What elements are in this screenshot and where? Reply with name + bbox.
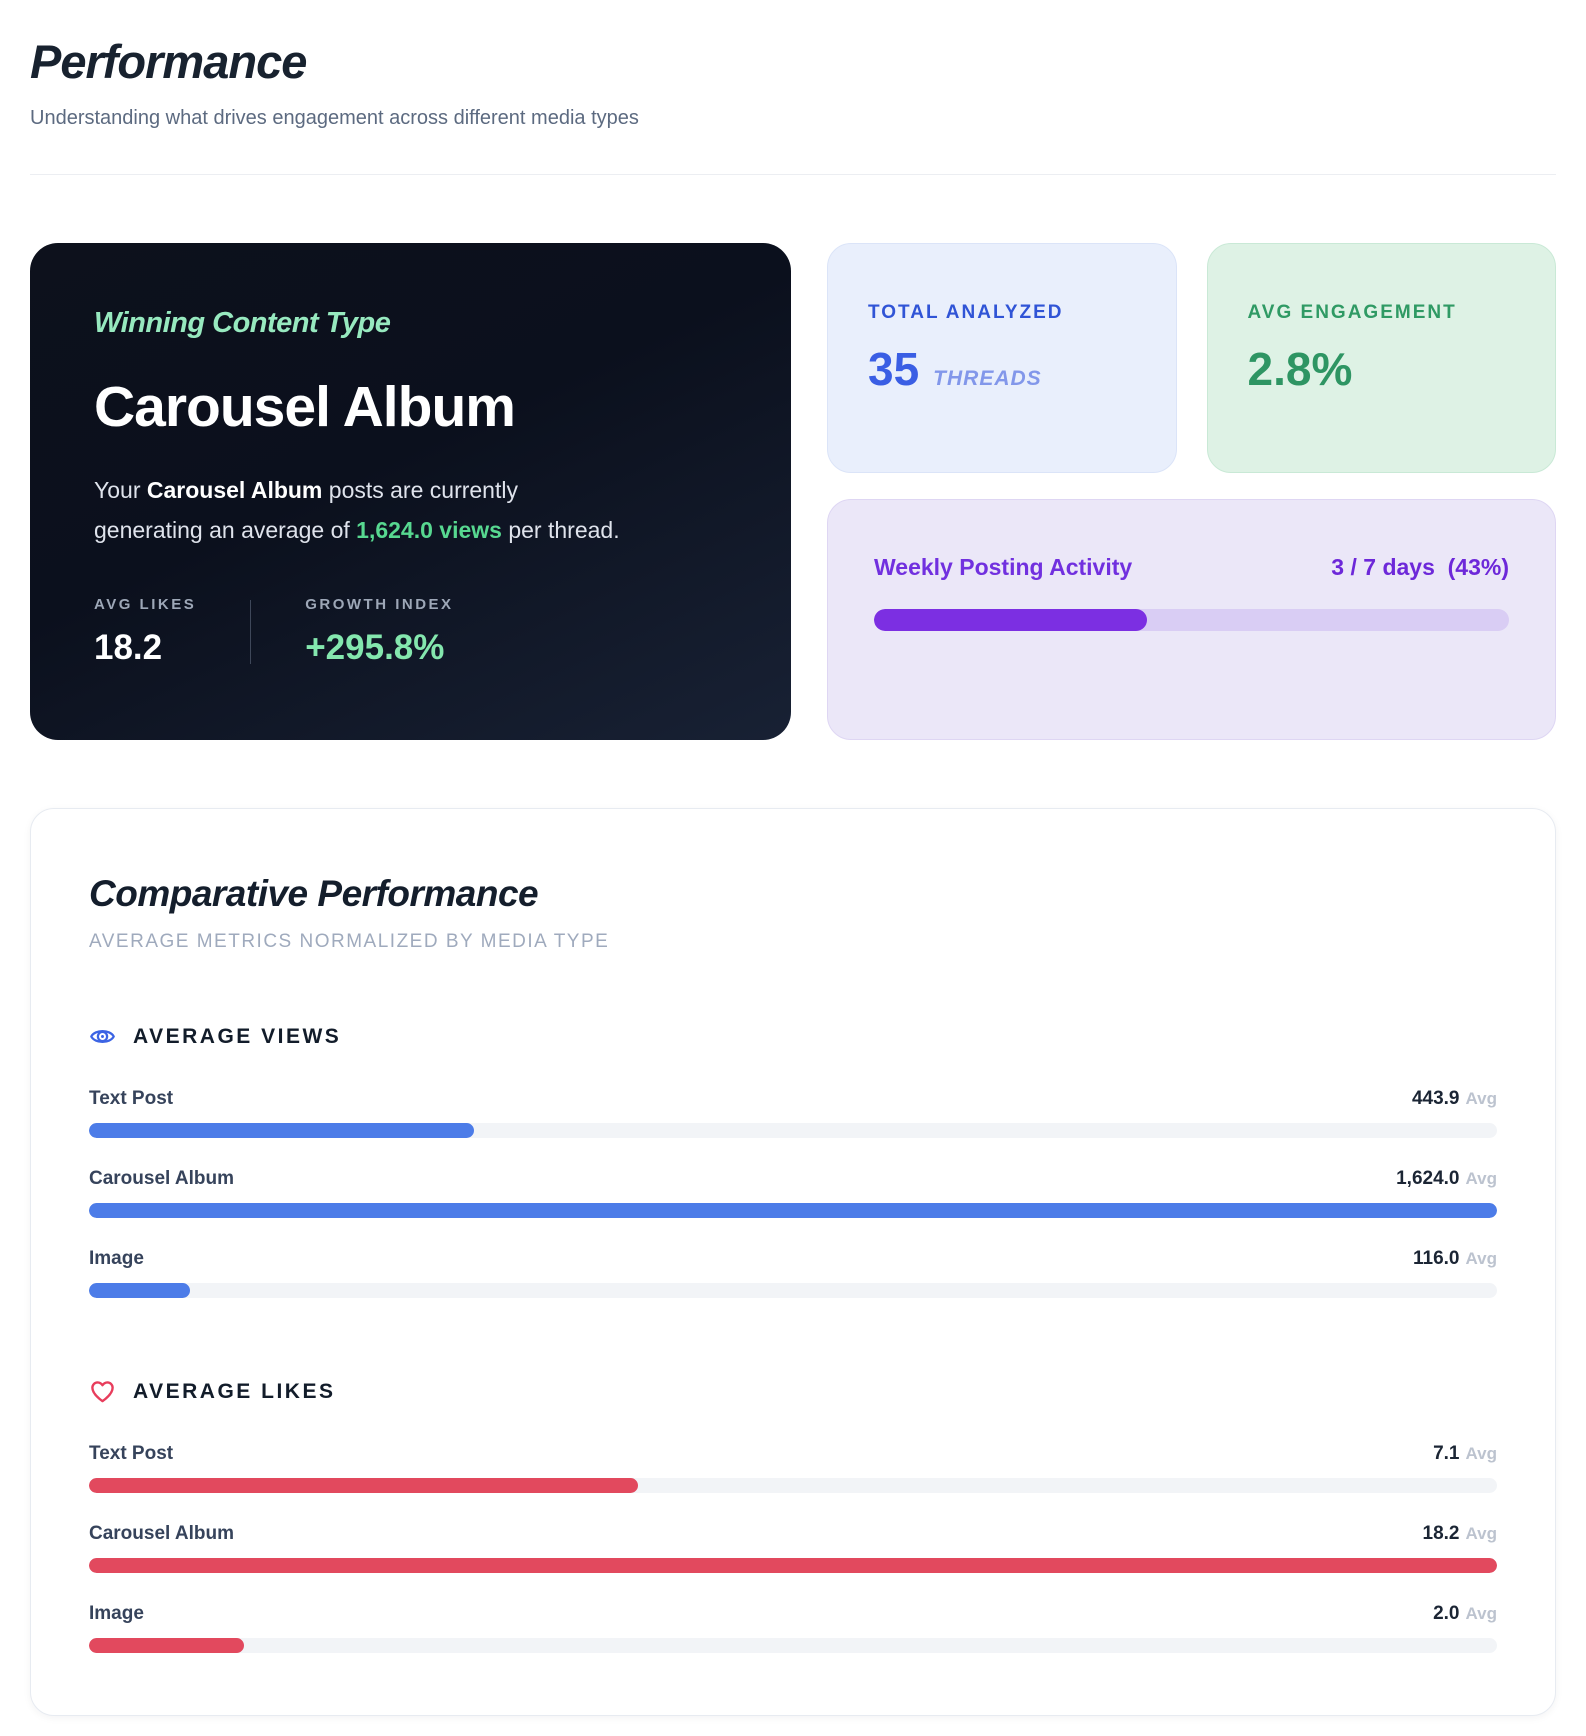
bar-track bbox=[89, 1283, 1497, 1298]
total-analyzed-value-row: 35 THREADS bbox=[868, 342, 1136, 396]
avg-engagement-value-row: 2.8% bbox=[1248, 342, 1516, 396]
row-value: 18.2 bbox=[1422, 1523, 1460, 1544]
avg-likes-stat: AVG LIKES 18.2 bbox=[94, 596, 196, 668]
weekly-posting-activity-card: Weekly Posting Activity 3 / 7 days (43%) bbox=[827, 499, 1556, 740]
winning-card-eyebrow: Winning Content Type bbox=[94, 307, 391, 339]
avg-engagement-label: AVG ENGAGEMENT bbox=[1247, 302, 1457, 323]
winning-content-type: Carousel Album bbox=[94, 375, 516, 439]
comparative-title: Comparative Performance bbox=[89, 873, 539, 914]
weekly-posting-status: 3 / 7 days (43%) bbox=[1331, 554, 1509, 580]
stat-card-row: TOTAL ANALYZED 35 THREADS AVG ENGAGEMENT… bbox=[827, 243, 1556, 473]
avg-engagement-value: 2.8% bbox=[1247, 343, 1353, 395]
total-analyzed-card: TOTAL ANALYZED 35 THREADS bbox=[827, 243, 1177, 473]
row-value: 2.0 bbox=[1433, 1603, 1460, 1624]
weekly-posting-title: Weekly Posting Activity bbox=[874, 554, 1133, 580]
weekly-progress-fill bbox=[874, 609, 1148, 631]
bar-fill bbox=[89, 1558, 1497, 1573]
winning-card-stats: AVG LIKES 18.2 GROWTH INDEX +295.8% bbox=[94, 596, 727, 668]
desc-line1-bold: Carousel Album bbox=[146, 477, 323, 503]
average-likes-section: AVERAGE LIKES Text Post 7.1 Avg Carousel … bbox=[89, 1378, 1497, 1653]
row-value: 7.1 bbox=[1433, 1443, 1460, 1464]
row-value: 443.9 bbox=[1411, 1088, 1460, 1109]
row-value: 116.0 bbox=[1413, 1248, 1460, 1269]
bar-fill bbox=[89, 1478, 639, 1493]
eye-icon bbox=[90, 1029, 115, 1044]
desc-line2-pre: generating an average of bbox=[94, 517, 357, 543]
bar-fill bbox=[89, 1123, 474, 1138]
bar-track bbox=[89, 1478, 1497, 1493]
heart-icon bbox=[91, 1381, 114, 1403]
row-unit: Avg bbox=[1465, 1524, 1498, 1543]
weekly-posting-header: Weekly Posting Activity 3 / 7 days (43%) bbox=[874, 554, 1509, 581]
average-likes-header: AVERAGE LIKES bbox=[89, 1378, 1497, 1405]
desc-line1-post: posts are currently bbox=[322, 477, 518, 503]
bar-track bbox=[89, 1123, 1497, 1138]
weekly-progress-track bbox=[874, 609, 1509, 631]
summary-grid: Winning Content Type Carousel Album Your… bbox=[30, 243, 1556, 740]
views-row-image: Image 116.0 Avg bbox=[89, 1248, 1497, 1298]
bar-fill bbox=[89, 1203, 1497, 1218]
row-label: Image bbox=[89, 1248, 144, 1269]
row-unit: Avg bbox=[1465, 1249, 1498, 1268]
stat-divider bbox=[250, 600, 252, 664]
likes-row-carousel-album: Carousel Album 18.2 Avg bbox=[89, 1523, 1497, 1573]
desc-line2-post: per thread. bbox=[501, 517, 620, 543]
average-likes-label: AVERAGE LIKES bbox=[133, 1379, 336, 1403]
bar-track bbox=[89, 1558, 1497, 1573]
header-divider bbox=[30, 174, 1556, 175]
views-row-carousel-album: Carousel Album 1,624.0 Avg bbox=[89, 1168, 1497, 1218]
total-analyzed-suffix: THREADS bbox=[933, 367, 1042, 390]
row-unit: Avg bbox=[1465, 1444, 1498, 1463]
page-title: Performance bbox=[30, 35, 307, 88]
row-label: Text Post bbox=[89, 1088, 174, 1109]
bar-track bbox=[89, 1638, 1497, 1653]
average-views-section: AVERAGE VIEWS Text Post 443.9 Avg Carouse… bbox=[89, 1023, 1497, 1298]
row-value: 1,624.0 bbox=[1396, 1168, 1460, 1189]
growth-index-stat: GROWTH INDEX +295.8% bbox=[305, 596, 453, 668]
row-label: Image bbox=[89, 1603, 144, 1624]
row-unit: Avg bbox=[1465, 1604, 1498, 1623]
page-subtitle: Understanding what drives engagement acr… bbox=[30, 107, 639, 129]
row-unit: Avg bbox=[1465, 1169, 1498, 1188]
avg-likes-label: AVG LIKES bbox=[94, 596, 197, 613]
comparative-subtitle: AVERAGE METRICS NORMALIZED BY MEDIA TYPE bbox=[89, 931, 610, 952]
row-unit: Avg bbox=[1465, 1089, 1498, 1108]
avg-engagement-card: AVG ENGAGEMENT 2.8% bbox=[1206, 243, 1556, 473]
total-analyzed-value: 35 bbox=[868, 343, 920, 395]
bar-fill bbox=[89, 1638, 244, 1653]
row-label: Text Post bbox=[89, 1443, 174, 1464]
average-views-rows: Text Post 443.9 Avg Carousel Album 1,624.… bbox=[89, 1088, 1497, 1298]
bar-track bbox=[89, 1203, 1497, 1218]
average-views-header: AVERAGE VIEWS bbox=[89, 1023, 1497, 1050]
likes-row-image: Image 2.0 Avg bbox=[89, 1603, 1497, 1653]
likes-row-text-post: Text Post 7.1 Avg bbox=[89, 1443, 1497, 1493]
row-label: Carousel Album bbox=[89, 1168, 234, 1189]
growth-index-label: GROWTH INDEX bbox=[305, 596, 454, 613]
summary-right-column: TOTAL ANALYZED 35 THREADS AVG ENGAGEMENT… bbox=[827, 243, 1556, 740]
average-views-label: AVERAGE VIEWS bbox=[133, 1024, 342, 1048]
views-row-text-post: Text Post 443.9 Avg bbox=[89, 1088, 1497, 1138]
bar-fill bbox=[89, 1283, 190, 1298]
average-likes-rows: Text Post 7.1 Avg Carousel Album 18.2 Avg bbox=[89, 1443, 1497, 1653]
winning-content-card: Winning Content Type Carousel Album Your… bbox=[30, 243, 791, 740]
avg-likes-value: 18.2 bbox=[94, 628, 163, 667]
row-label: Carousel Album bbox=[89, 1523, 234, 1544]
growth-index-value: +295.8% bbox=[305, 628, 445, 667]
comparative-performance-card: Comparative Performance AVERAGE METRICS … bbox=[30, 808, 1556, 1716]
winning-card-description: Your Carousel Album posts are currently g… bbox=[94, 470, 727, 550]
desc-line1-pre: Your bbox=[94, 477, 147, 503]
desc-views-highlight: 1,624.0 views bbox=[356, 517, 502, 543]
total-analyzed-label: TOTAL ANALYZED bbox=[868, 302, 1064, 323]
